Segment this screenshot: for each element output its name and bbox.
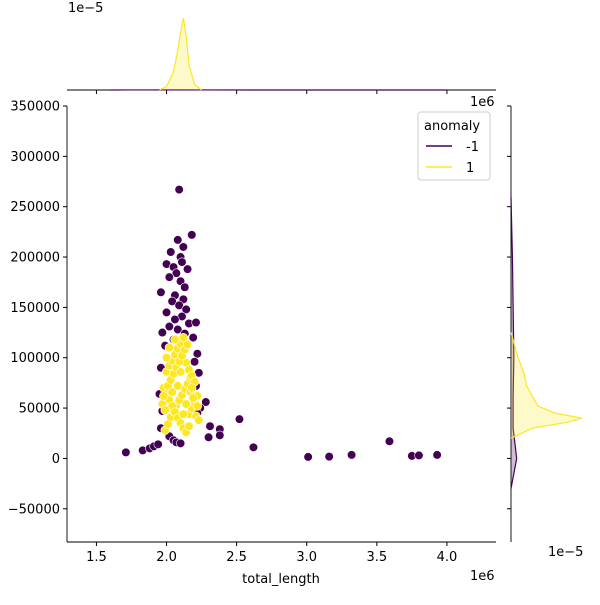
top-marginal-plot bbox=[67, 18, 496, 94]
scatter-point bbox=[175, 185, 184, 194]
x-tick-label: 2.5 bbox=[226, 550, 247, 565]
scatter-point bbox=[183, 340, 192, 349]
scatter-point bbox=[157, 288, 166, 297]
y-tick-label: 100000 bbox=[10, 351, 60, 366]
scatter-point bbox=[182, 400, 191, 409]
y-tick-label: 50000 bbox=[19, 402, 60, 417]
scatter-point bbox=[206, 422, 215, 431]
scatter-point bbox=[187, 231, 196, 240]
x-tick-label: 2.0 bbox=[156, 550, 177, 565]
scatter-point bbox=[433, 451, 442, 460]
scatter-point bbox=[158, 328, 167, 337]
x-offset-label: 1e6 bbox=[470, 569, 495, 584]
scatter-point bbox=[216, 431, 225, 440]
scatter-point bbox=[171, 335, 180, 344]
scatter-point bbox=[235, 415, 244, 424]
scatter-point bbox=[173, 236, 182, 245]
scatter-point bbox=[165, 322, 174, 331]
scatter-point bbox=[180, 283, 189, 292]
scatter-point bbox=[161, 406, 170, 415]
scatter-point bbox=[179, 243, 188, 252]
right-marginal-offset-label: 1e−5 bbox=[548, 545, 583, 560]
scatter-point bbox=[165, 273, 174, 282]
scatter-point bbox=[347, 451, 356, 460]
scatter-point bbox=[178, 258, 187, 267]
legend: anomaly -1 1 bbox=[418, 112, 490, 180]
scatter-point bbox=[183, 265, 192, 274]
scatter-point bbox=[171, 315, 180, 324]
scatter-point bbox=[187, 384, 196, 393]
scatter-point bbox=[162, 308, 171, 317]
legend-label-neg1: -1 bbox=[466, 140, 479, 155]
scatter-point bbox=[325, 452, 334, 461]
scatter-point bbox=[166, 248, 175, 257]
legend-label-pos1: 1 bbox=[466, 161, 474, 176]
y-tick-label: 250000 bbox=[10, 200, 60, 215]
x-tick-label: 3.5 bbox=[366, 550, 387, 565]
y-tick-label: 300000 bbox=[10, 150, 60, 165]
x-tick-label: 4.0 bbox=[437, 550, 458, 565]
y-tick-label: 200000 bbox=[10, 251, 60, 266]
top-density-fill-pos1 bbox=[160, 18, 202, 90]
scatter-point bbox=[415, 451, 424, 460]
scatter-point bbox=[159, 392, 168, 401]
scatter-point bbox=[189, 394, 198, 403]
x-tick-label: 1.5 bbox=[86, 550, 107, 565]
scatter-point bbox=[304, 453, 313, 462]
top-marginal-offset-label: 1e−5 bbox=[68, 1, 103, 16]
scatter-point bbox=[194, 416, 203, 425]
y-tick-label: 350000 bbox=[10, 100, 60, 115]
scatter-point bbox=[154, 440, 163, 449]
scatter-point bbox=[190, 357, 199, 366]
scatter-point bbox=[173, 382, 182, 391]
scatter-point bbox=[193, 349, 202, 358]
right-marginal-plot bbox=[507, 106, 582, 542]
scatter-point bbox=[165, 343, 174, 352]
y-tick-label: 150000 bbox=[10, 301, 60, 316]
right-density-fill-pos1 bbox=[511, 333, 582, 439]
scatter-point bbox=[189, 333, 198, 342]
y-tick-label: 0 bbox=[52, 452, 60, 467]
scatter-point bbox=[176, 368, 185, 377]
scatter-point bbox=[185, 422, 194, 431]
x-tick-label: 3.0 bbox=[296, 550, 317, 565]
scatter-point bbox=[162, 353, 171, 362]
scatter-point bbox=[204, 433, 213, 442]
right-y-offset-label: 1e6 bbox=[470, 95, 495, 110]
legend-title: anomaly bbox=[424, 119, 480, 134]
scatter-point bbox=[179, 410, 188, 419]
scatter-point bbox=[176, 439, 185, 448]
scatter-point bbox=[122, 448, 131, 457]
scatter-point bbox=[192, 318, 201, 327]
y-tick-label: −50000 bbox=[8, 502, 60, 517]
scatter-point bbox=[193, 402, 202, 411]
scatter-point bbox=[249, 443, 258, 452]
x-axis-label: total_length bbox=[242, 572, 320, 587]
scatter-point bbox=[385, 437, 394, 446]
